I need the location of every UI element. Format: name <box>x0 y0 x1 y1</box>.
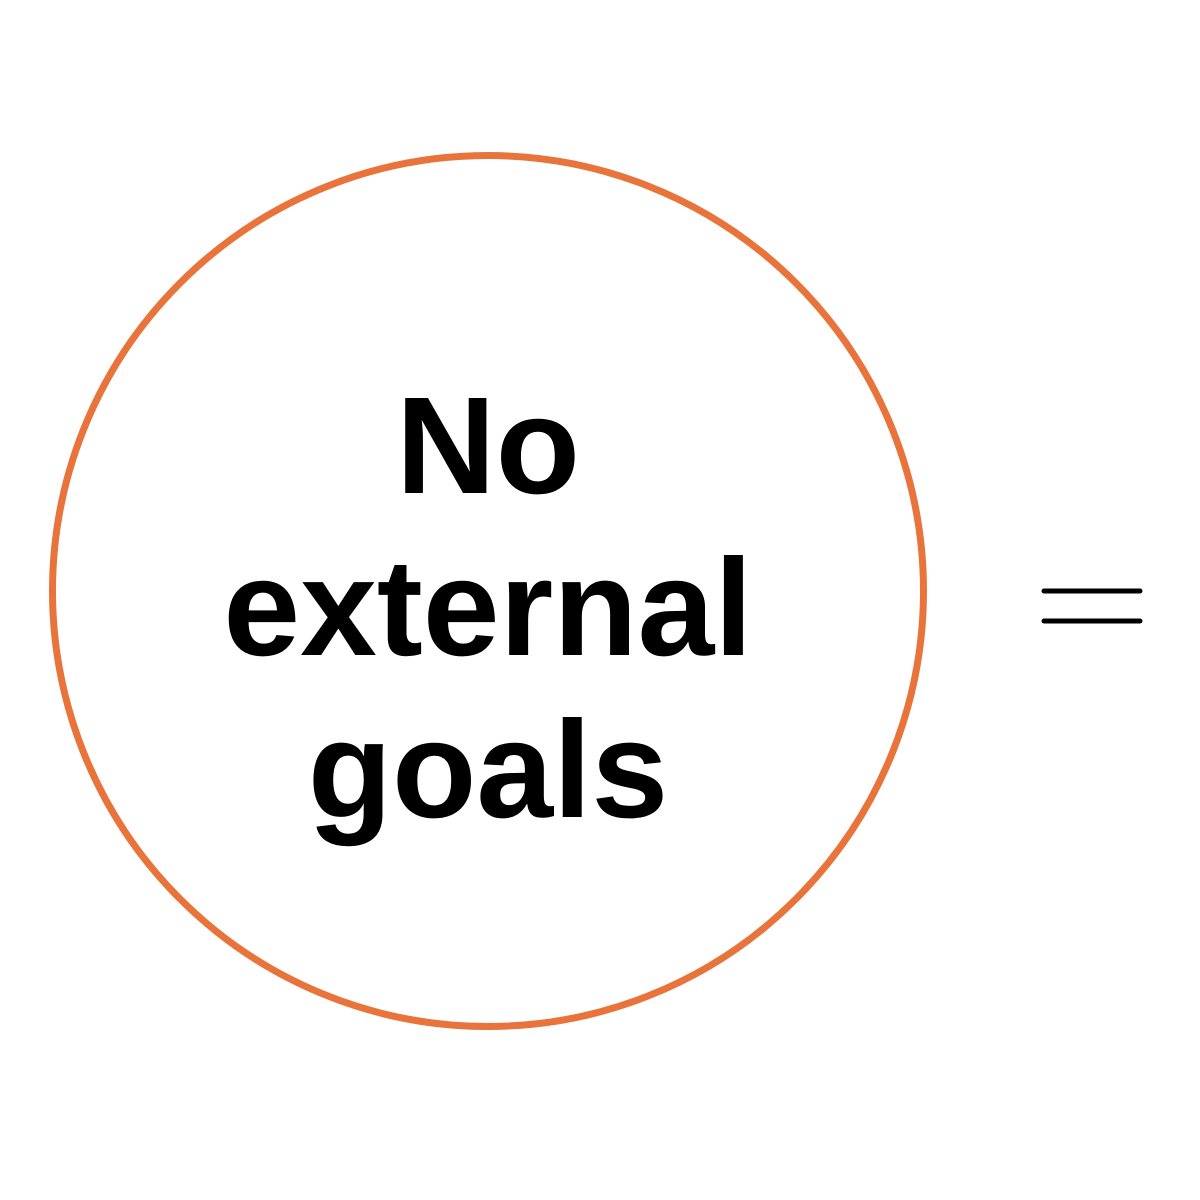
circle-label: No external goals <box>188 365 788 851</box>
circle-label-line-2: external <box>223 531 753 685</box>
goals-circle <box>49 152 927 1030</box>
circle-label-line-1: No <box>396 369 580 523</box>
circle-label-line-3: goals <box>307 693 669 847</box>
equals-icon <box>1041 588 1143 624</box>
